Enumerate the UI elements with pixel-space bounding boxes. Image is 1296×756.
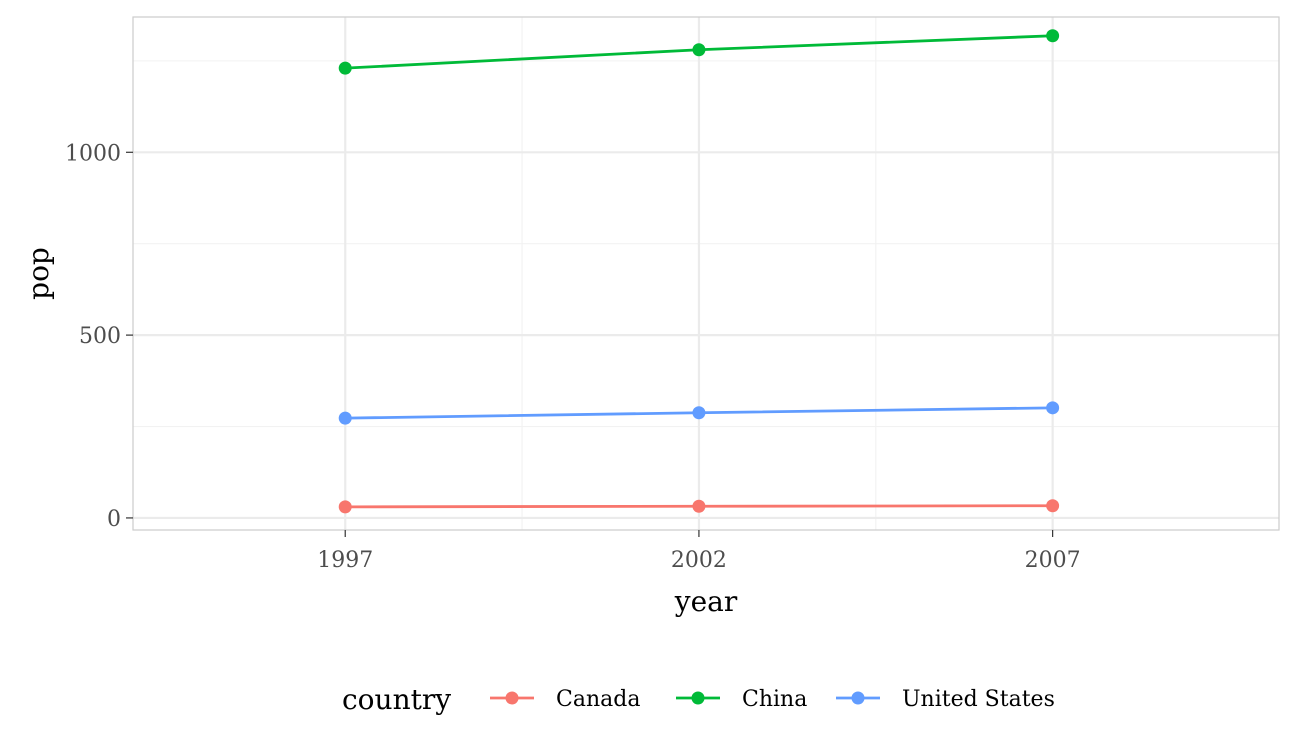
series-canada <box>338 499 1060 514</box>
legend-item: United States <box>836 687 1055 712</box>
axis-ticks <box>126 151 1054 537</box>
series-united-states <box>338 401 1060 425</box>
legend-items: Canada China United States <box>490 687 1055 712</box>
legend-key-point <box>851 691 865 705</box>
legend-item: China <box>676 687 807 712</box>
legend-label: Canada <box>556 687 640 712</box>
legend-label: China <box>742 687 807 712</box>
x-axis-title: year <box>674 585 738 618</box>
data-point <box>338 411 352 425</box>
legend-key-point <box>691 691 705 705</box>
y-tick-labels: 0 500 1000 <box>65 141 121 532</box>
data-point <box>1046 401 1060 415</box>
legend-label: United States <box>902 687 1055 712</box>
grid-lines <box>133 17 1279 530</box>
y-tick-label: 1000 <box>65 141 121 166</box>
x-tick-label: 1997 <box>317 548 373 573</box>
data-point <box>692 406 706 420</box>
y-tick-label: 0 <box>107 507 121 532</box>
x-tick-label: 2002 <box>671 548 727 573</box>
y-axis-title: pop <box>22 247 55 300</box>
x-tick-label: 2007 <box>1025 548 1081 573</box>
data-point <box>692 499 706 513</box>
panel-border <box>132 16 1280 531</box>
series-layer <box>338 29 1060 514</box>
y-tick-label: 500 <box>79 324 121 349</box>
data-point <box>338 500 352 514</box>
legend-item: Canada <box>490 687 640 712</box>
data-point <box>1046 499 1060 513</box>
data-point <box>338 61 352 75</box>
legend: country Canada China United States <box>342 683 1055 716</box>
data-point <box>692 43 706 57</box>
legend-key-point <box>505 691 519 705</box>
legend-title: country <box>342 683 451 716</box>
data-point <box>1046 29 1060 43</box>
x-tick-labels: 1997 2002 2007 <box>317 548 1080 573</box>
series-china <box>338 29 1060 75</box>
